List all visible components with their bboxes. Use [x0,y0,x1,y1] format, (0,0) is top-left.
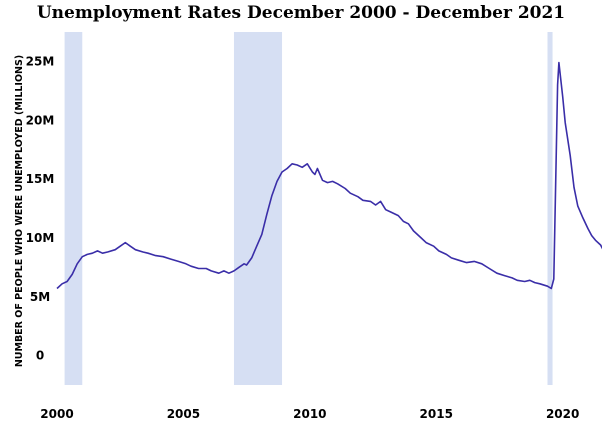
x-tick-label: 2010 [293,407,326,421]
y-axis-label: NUMBER OF PEOPLE WHO WERE UNEMPLOYED (MI… [14,55,25,367]
recession-band-0 [64,32,83,385]
y-tick-label: 0 [36,349,44,363]
recession-band-2 [547,32,553,385]
y-tick-label: 20M [26,113,55,127]
x-tick-label: 2015 [420,407,453,421]
y-tick-label: 10M [26,231,55,245]
chart-title: Unemployment Rates December 2000 - Decem… [36,3,566,23]
recession-bands [64,32,553,385]
x-axis-ticks: 2000 2005 2010 2015 2020 [40,407,579,421]
recession-band-1 [233,32,283,385]
y-tick-label: 25M [26,54,55,68]
series-layer [56,61,602,290]
x-tick-label: 2005 [167,407,200,421]
series-line-0 [56,61,602,290]
y-axis-ticks: 0 5M 10M 15M 20M 25M [26,54,55,362]
x-tick-label: 2000 [40,407,73,421]
y-tick-label: 15M [26,172,55,186]
x-tick-label: 2020 [546,407,579,421]
y-tick-label: 5M [30,290,50,304]
